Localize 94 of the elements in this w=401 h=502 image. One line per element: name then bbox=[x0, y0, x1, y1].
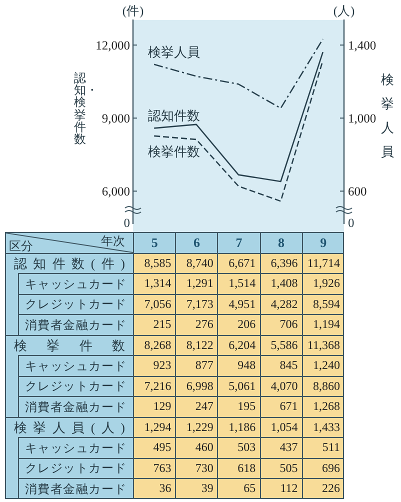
data-label: 696 bbox=[322, 460, 340, 476]
y-tick-label: 9,000 bbox=[102, 111, 130, 126]
data-label: 276 bbox=[195, 317, 214, 332]
y-tick-label: 認知件数(件) bbox=[14, 256, 125, 271]
data-label: 6,998 bbox=[186, 378, 214, 394]
y-tick-label: キャッシュカード bbox=[25, 440, 126, 455]
data-label: 112 bbox=[280, 481, 298, 496]
data-label: 1,514 bbox=[228, 276, 256, 292]
y2-tick-label: 1,400 bbox=[348, 38, 376, 52]
data-label: 6,204 bbox=[228, 338, 256, 353]
data-label: 495 bbox=[153, 440, 172, 456]
data-label: 1,268 bbox=[312, 399, 340, 414]
data-label: 129 bbox=[153, 399, 172, 414]
y-tick-label: 消費者金融カード bbox=[25, 400, 126, 414]
data-label: 8,268 bbox=[144, 338, 172, 353]
data-label: 226 bbox=[322, 481, 340, 496]
data-label: 763 bbox=[153, 460, 172, 476]
y-axis-title: 認知・検挙件数 bbox=[74, 71, 98, 146]
data-label: 8,860 bbox=[312, 378, 340, 394]
y-tick-label: 消費者金融カード bbox=[25, 318, 126, 332]
text: (人) bbox=[332, 4, 356, 19]
data-label: 948 bbox=[238, 358, 256, 374]
y-tick-label: クレジットカード bbox=[25, 379, 126, 394]
data-label: 511 bbox=[322, 440, 340, 456]
data-label: 1,229 bbox=[186, 420, 214, 435]
data-label: 1,291 bbox=[186, 276, 214, 292]
data-label: 1,186 bbox=[228, 420, 256, 435]
data-label: 1,194 bbox=[312, 317, 340, 332]
y-axis-title: 区分 bbox=[9, 238, 33, 252]
data-label: 11,368 bbox=[307, 338, 340, 353]
data-label: 7,173 bbox=[186, 296, 214, 312]
data-label: 1,054 bbox=[270, 420, 298, 435]
data-label: 1,314 bbox=[144, 276, 172, 292]
x-tick-label: 8 bbox=[278, 234, 284, 251]
text: 0 bbox=[348, 216, 356, 231]
data-label: 195 bbox=[238, 399, 256, 414]
y2-tick-label: 600 bbox=[348, 184, 367, 199]
data-label: 923 bbox=[153, 358, 172, 374]
data-label: 437 bbox=[280, 440, 298, 456]
x-tick-label: 9 bbox=[320, 234, 327, 251]
y-tick-label: 検挙件数 bbox=[14, 338, 125, 353]
y-tick-label: クレジットカード bbox=[25, 297, 126, 312]
data-label: 618 bbox=[238, 460, 256, 476]
y-tick-label: 6,000 bbox=[102, 184, 130, 199]
x-tick-label: 5 bbox=[151, 234, 158, 251]
data-label: 706 bbox=[280, 317, 298, 332]
y-tick-label: 検挙人員(人) bbox=[14, 420, 125, 435]
y2-tick-label: 1,000 bbox=[348, 111, 376, 126]
y-tick-label: キャッシュカード bbox=[25, 276, 126, 291]
data-label: 6,671 bbox=[228, 256, 256, 271]
data-label: 505 bbox=[280, 460, 298, 476]
data-label: 1,408 bbox=[270, 276, 298, 292]
data-label: 8,740 bbox=[186, 256, 214, 271]
y-tick-label: クレジットカード bbox=[25, 461, 126, 476]
text: 0 bbox=[122, 216, 130, 231]
data-label: 503 bbox=[238, 440, 256, 456]
data-label: 7,216 bbox=[144, 378, 172, 394]
data-label: 1,433 bbox=[312, 420, 340, 435]
y-tick-label: 消費者金融カード bbox=[25, 482, 126, 496]
data-label: 4,282 bbox=[270, 296, 298, 312]
data-label: 65 bbox=[244, 481, 256, 496]
data-label: 8,122 bbox=[186, 338, 214, 353]
data-label: 1,240 bbox=[312, 358, 340, 374]
data-label: 4,951 bbox=[228, 296, 256, 312]
x-tick-label: 6 bbox=[194, 234, 200, 251]
x-tick-label: 7 bbox=[236, 234, 242, 251]
x-axis-title: 年次 bbox=[101, 234, 125, 248]
data-label: 730 bbox=[195, 460, 214, 476]
y-tick-label: 12,000 bbox=[96, 38, 130, 52]
data-label: 6,396 bbox=[270, 256, 298, 271]
data-label: 39 bbox=[201, 481, 214, 496]
text: (件) bbox=[121, 4, 145, 19]
data-label: 845 bbox=[280, 358, 298, 374]
data-label: 460 bbox=[195, 440, 214, 456]
y2-axis-title: 検挙人員 bbox=[381, 71, 394, 161]
data-label: 11,714 bbox=[307, 256, 340, 271]
data-label: 206 bbox=[238, 317, 256, 332]
data-label: 4,070 bbox=[270, 378, 298, 394]
data-label: 215 bbox=[153, 317, 172, 332]
y-tick-label: キャッシュカード bbox=[25, 358, 126, 373]
data-label: 8,585 bbox=[144, 256, 172, 271]
data-label: 877 bbox=[195, 358, 214, 374]
data-label: 1,926 bbox=[312, 276, 340, 292]
series-label: 認知件数 bbox=[148, 108, 200, 124]
data-label: 8,594 bbox=[312, 296, 340, 312]
data-label: 36 bbox=[159, 481, 172, 496]
series-label: 検挙人員 bbox=[148, 44, 200, 60]
data-label: 5,061 bbox=[228, 378, 256, 394]
series-label: 検挙件数 bbox=[148, 144, 200, 159]
data-label: 5,586 bbox=[270, 338, 298, 353]
data-label: 7,056 bbox=[144, 296, 172, 312]
data-label: 247 bbox=[195, 399, 214, 414]
data-label: 1,294 bbox=[144, 420, 172, 435]
data-label: 671 bbox=[280, 399, 298, 414]
